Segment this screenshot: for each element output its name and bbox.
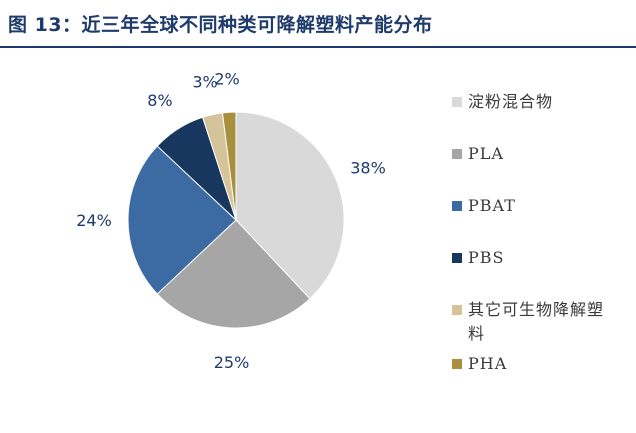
- legend-swatch-6: [452, 359, 462, 369]
- chart-area: 38% 25% 24% 8% 3% 2% 淀粉混合物 PLA PBAT PBS 其它可生物降解塑料…: [0, 48, 636, 400]
- legend-label-5: 其它可生物降解塑料: [468, 300, 605, 343]
- pie-value-label-5: 3%: [192, 72, 217, 91]
- pie-slice-2: [156, 219, 311, 329]
- pie-value-label-3: 24%: [76, 211, 112, 230]
- pie-slice-1: [235, 111, 345, 300]
- chart-legend: 淀粉混合物 PLA PBAT PBS 其它可生物降解塑料 PHA: [452, 88, 636, 433]
- pie-value-label-4: 8%: [147, 91, 172, 110]
- figure-header: 图 13：近三年全球不同种类可降解塑料产能分布: [0, 0, 636, 48]
- legend-swatch-2: [452, 149, 462, 159]
- pie-value-label-2: 25%: [214, 353, 250, 372]
- legend-swatch-4: [452, 253, 462, 263]
- pie-slice-3: [127, 145, 237, 295]
- figure-title: 图 13：近三年全球不同种类可降解塑料产能分布: [8, 13, 433, 36]
- legend-item-4: PBS: [452, 246, 618, 270]
- legend-item-6: PHA: [452, 352, 618, 376]
- legend-item-2: PLA: [452, 142, 618, 166]
- legend-label-2: PLA: [468, 144, 504, 163]
- legend-item-3: PBAT: [452, 194, 618, 218]
- legend-label-4: PBS: [468, 248, 505, 267]
- legend-label-1: 淀粉混合物: [468, 92, 554, 111]
- legend-swatch-5: [452, 305, 462, 315]
- legend-label-6: PHA: [468, 354, 508, 373]
- pie-slice-6: [221, 111, 237, 221]
- legend-item-1: 淀粉混合物: [452, 90, 618, 114]
- pie-value-label-1: 38%: [350, 159, 386, 178]
- legend-swatch-3: [452, 201, 462, 211]
- legend-item-5: 其它可生物降解塑料: [452, 298, 618, 346]
- legend-swatch-1: [452, 97, 462, 107]
- pie-chart: 38% 25% 24% 8% 3%2%: [76, 69, 386, 372]
- legend-label-3: PBAT: [468, 196, 516, 215]
- pie-value-label-6: 2%: [214, 69, 239, 88]
